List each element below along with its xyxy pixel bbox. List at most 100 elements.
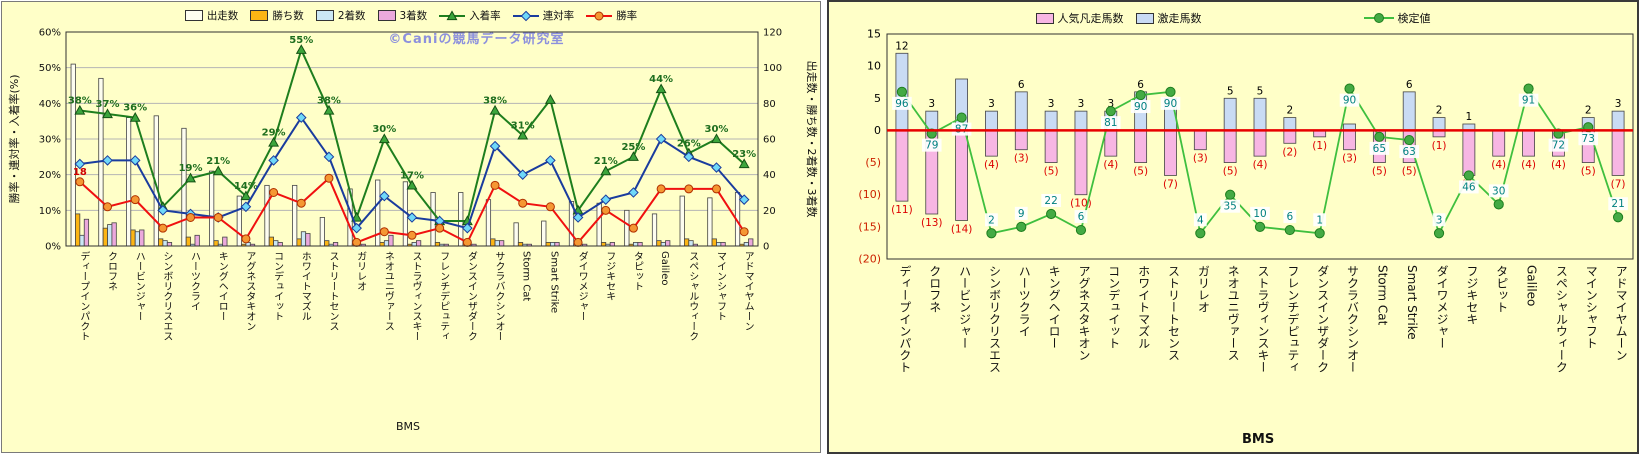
underperform-bar-label: (5) (1402, 166, 1417, 178)
underperform-bar-label: (7) (1611, 178, 1626, 190)
underperform-bar-label: (4) (1521, 159, 1536, 171)
test-value-marker (1046, 208, 1057, 220)
seconds-bar (743, 242, 749, 247)
test-value-label: 79 (925, 140, 938, 152)
underperform-bar-label: (5) (1372, 166, 1387, 178)
test-value-label-bg (1014, 206, 1028, 220)
place-rate-marker (655, 83, 667, 94)
underperform-bar (1343, 130, 1356, 151)
surprise-bar (1014, 91, 1028, 131)
win-rate-marker (684, 184, 694, 194)
legend-label: 3着数 (399, 10, 428, 22)
test-value-label-bg (1283, 210, 1297, 224)
win-rate-marker (518, 198, 528, 208)
test-value-label-bg (1459, 180, 1479, 194)
win-rate-marker (573, 237, 583, 247)
quinella-rate-marker (102, 155, 113, 166)
quinella-rate-marker (628, 187, 639, 198)
wins-bar (158, 238, 164, 247)
underperform-bar (895, 130, 909, 202)
x-axis-label: Storm Cat (1375, 265, 1390, 326)
starts-bar (596, 202, 602, 247)
wins-bar (656, 240, 662, 247)
test-value-marker (1195, 228, 1206, 239)
legend-label: 入着率 (469, 10, 501, 22)
seconds-bar (383, 240, 390, 247)
starts-bar (236, 195, 242, 247)
test-value-marker (1075, 224, 1087, 236)
x-axis-label: アドマイヤムーン (742, 251, 754, 331)
underperform-bar-label: (14) (951, 223, 973, 235)
x-axis-label: ハービンジャー (133, 251, 145, 321)
legend-item-win-rate: 勝率 (586, 8, 637, 23)
place-rate-marker (544, 94, 556, 104)
surprise-bar-label: 6 (1018, 79, 1025, 91)
win-rate-marker (103, 202, 113, 212)
legend-label: 激走馬数 (1157, 12, 1202, 25)
legend-marker (594, 11, 604, 20)
thirds-bar (609, 242, 615, 247)
test-value-label: 81 (1104, 117, 1117, 129)
x-axis-label: Smart Strike (548, 251, 560, 314)
underperform-bar (1492, 130, 1506, 157)
surprise-bar-label: 5 (1227, 85, 1234, 97)
underperform-bar-label: (5) (1581, 166, 1596, 178)
starts-bar (319, 217, 325, 247)
wins-legend-swatch (250, 10, 269, 21)
win-rate-point-label: 18 (73, 167, 87, 178)
underperform-bar-series: (11)(13)(14)(4)(3)(5)(10)(4)(5)(7)(3)(5)… (891, 130, 1626, 235)
place-rate-marker (212, 165, 224, 176)
x-axis-label: クロフネ (105, 251, 117, 291)
y-tick-label: (15) (858, 220, 881, 233)
win-rate-marker (130, 195, 140, 205)
place-rate-marker (295, 44, 307, 54)
test-value-marker (1314, 228, 1325, 239)
y-tick-label-left: 30% (39, 135, 61, 146)
quinella-rate-marker (545, 155, 556, 166)
place-rate-point-label: 37% (96, 99, 120, 110)
y-tick-label: 10 (867, 60, 881, 73)
seconds-bar (107, 224, 113, 247)
x-axis-label: Storm Cat (520, 251, 532, 302)
x-axis-label: ネオユニヴァース (382, 251, 394, 331)
test-value-label: 90 (1134, 101, 1147, 113)
test-value-label-bg (1608, 197, 1628, 211)
test-value-label: 21 (1611, 198, 1624, 210)
x-axis-label: ダンスインザダーク (1315, 265, 1330, 373)
underperform-bar-label: (1) (1312, 140, 1327, 152)
quinella-rate-marker (738, 194, 750, 205)
underperform-bar (1253, 130, 1267, 157)
test-value-label: 90 (1164, 98, 1177, 110)
x-axis-label: ガリレオ (354, 251, 366, 291)
quinella-rate-marker (379, 190, 390, 202)
wins-bar (517, 242, 524, 247)
underperform-bar (985, 130, 998, 157)
surprise-bar (1253, 97, 1267, 131)
x-axis-label: ガリレオ (1196, 265, 1211, 313)
test-value-marker (1523, 83, 1534, 94)
place-rate-point-label: 30% (705, 124, 729, 135)
underperform-bar-label: (1) (1432, 140, 1447, 152)
test-value-label-bg (1160, 96, 1181, 110)
seconds-bar (633, 242, 639, 247)
wins-bar (324, 240, 330, 247)
wins-bar (545, 242, 551, 247)
x-axis-label: アグネスタキオン (243, 251, 255, 331)
place-rate-marker (323, 104, 335, 115)
x-axis-label: ダンスインザダーク (465, 251, 477, 341)
x-axis-label: キングヘイロー (216, 251, 228, 321)
place-rate-marker (738, 158, 750, 169)
wins-bar (185, 236, 191, 247)
x-axis-label: キングヘイロー (1047, 265, 1062, 349)
left-chart-canvas: 38% 37% 36%19%21%14%29%55%38%30%17%38%31%2… (7, 28, 819, 253)
legend-label: 勝率 (616, 10, 638, 22)
place-rate-line (79, 46, 745, 223)
underperform-bar (1014, 130, 1028, 151)
win-rate-marker (324, 173, 334, 183)
legend-item-place-rate: 入着率 (439, 8, 501, 23)
underperform-bar-label: (5) (1133, 166, 1148, 178)
place-rate-marker (627, 151, 639, 161)
deviation-chart-panel: 人気凡走馬数 激走馬数 検定値 (11) (13) (14) (4) (3) (5) (10)(… (827, 0, 1639, 454)
legend-label: 勝ち数 (272, 10, 304, 22)
underperform-bar-label: (3) (1193, 153, 1208, 165)
